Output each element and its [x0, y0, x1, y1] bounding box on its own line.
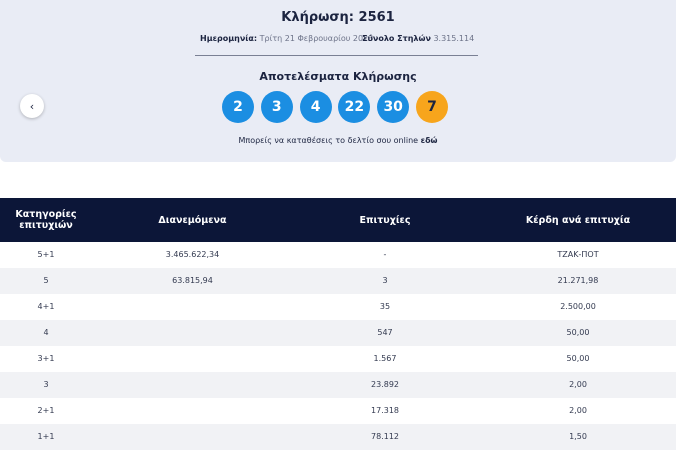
table-row: 5+1 3.465.622,34 - ΤΖΑΚ-ΠΟΤ [0, 242, 676, 268]
table-header: Κατηγορίες επιτυχιών Διανεμόμενα Επιτυχί… [0, 198, 676, 242]
ball: 30 [377, 91, 410, 123]
cell-category: 5+1 [37, 250, 55, 259]
cell-prize: 1,50 [569, 432, 587, 441]
cell-winners: 17.318 [371, 406, 399, 415]
cell-winners: 23.892 [371, 380, 399, 389]
back-button[interactable]: ‹ [20, 94, 44, 118]
cell-winners: 3 [382, 276, 388, 285]
header-cell: Κατηγορίες επιτυχιών [15, 209, 77, 231]
note-link[interactable]: εδώ [420, 136, 438, 145]
cell-winners: 78.112 [371, 432, 399, 441]
cell-category: 3+1 [37, 354, 55, 363]
cell-prize: 50,00 [566, 328, 590, 337]
bonus-ball: 7 [416, 91, 448, 123]
results-title: Αποτελέσματα Κλήρωσης [259, 70, 417, 83]
cell-prize: 2,00 [569, 380, 587, 389]
header-cell: Κέρδη ανά επιτυχία [525, 214, 631, 226]
cell-category: 4 [43, 328, 49, 337]
table-row: 3 23.892 2,00 [0, 372, 676, 398]
table-row: 5 63.815,94 3 21.271,98 [0, 268, 676, 294]
cell-winners: 547 [377, 328, 393, 337]
table-row: 4+1 35 2.500,00 [0, 294, 676, 320]
ball: 22 [338, 91, 371, 123]
divider [195, 55, 478, 56]
cell-distributed: 63.815,94 [172, 276, 213, 285]
ball: 2 [222, 91, 254, 123]
cell-prize: 2,00 [569, 406, 587, 415]
cell-winners: - [383, 250, 387, 259]
note-text: Μπορείς να καταθέσεις το δελτίο σου onli… [238, 136, 419, 145]
draw-title: Κλήρωση: 2561 [281, 10, 395, 25]
draw-columns: Σύνολο Στηλών 3.315.114 [362, 34, 474, 43]
ball: 4 [299, 91, 332, 123]
cell-category: 4+1 [37, 302, 55, 311]
header-cell: Διανεμόμενα [158, 214, 227, 226]
header-cell: Επιτυχίες [359, 214, 411, 226]
draw-date: Ημερομηνία: Τρίτη 21 Φεβρουαρίου 2023 [200, 34, 373, 43]
cell-category: 1+1 [37, 432, 55, 441]
cell-winners: 1.567 [373, 354, 397, 363]
columns-value: 3.315.114 [433, 34, 475, 43]
cell-prize: 50,00 [566, 354, 590, 363]
cell-winners: 35 [379, 302, 391, 311]
cell-distributed: 3.465.622,34 [165, 250, 220, 259]
date-value: Τρίτη 21 Φεβρουαρίου 2023 [259, 34, 374, 43]
cell-prize: ΤΖΑΚ-ΠΟΤ [557, 250, 599, 259]
cell-category: 2+1 [37, 406, 55, 415]
cell-category: 5 [43, 276, 49, 285]
table-row: 1+1 78.112 1,50 [0, 424, 676, 450]
cell-category: 3 [43, 380, 49, 389]
cell-prize: 21.271,98 [557, 276, 599, 285]
ball: 3 [260, 91, 293, 123]
cell-prize: 2.500,00 [560, 302, 596, 311]
draw-card: Κλήρωση: 2561 Ημερομηνία: Τρίτη 21 Φεβρο… [0, 0, 676, 162]
table-row: 4 547 50,00 [0, 320, 676, 346]
table-row: 3+1 1.567 50,00 [0, 346, 676, 372]
date-label: Ημερομηνία: [200, 34, 258, 43]
table-row: 2+1 17.318 2,00 [0, 398, 676, 424]
online-note: Μπορείς να καταθέσεις το δελτίο σου onli… [0, 136, 676, 145]
columns-label: Σύνολο Στηλών [362, 34, 431, 43]
